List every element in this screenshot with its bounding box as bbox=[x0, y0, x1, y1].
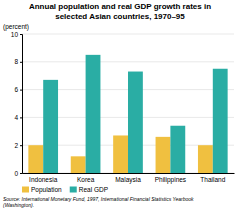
bar bbox=[86, 55, 101, 173]
legend-label: Population bbox=[31, 186, 62, 194]
y-tick-mark bbox=[20, 117, 22, 118]
bar bbox=[28, 145, 43, 173]
legend-swatch bbox=[22, 187, 29, 193]
bar bbox=[71, 156, 86, 173]
text-line: selected Asian countries, 1970–95 bbox=[55, 12, 185, 21]
bar bbox=[213, 69, 228, 173]
y-tick: 10 bbox=[11, 31, 22, 38]
y-tick: 2 bbox=[14, 142, 22, 149]
y-tick-label: 6 bbox=[14, 86, 18, 93]
bar bbox=[113, 135, 128, 173]
y-tick-mark bbox=[20, 173, 22, 174]
x-tick: Korea bbox=[77, 173, 95, 183]
chart: Annual population and real GDP growth ra… bbox=[0, 0, 240, 210]
bar bbox=[198, 145, 213, 173]
bar bbox=[170, 126, 185, 173]
bar-series bbox=[43, 55, 227, 173]
x-tick-label: Korea bbox=[77, 176, 95, 183]
y-axis-title: (percent) bbox=[3, 23, 29, 31]
source: Source: International Monetary Fund, 199… bbox=[3, 196, 194, 208]
x-axis-line bbox=[23, 173, 235, 174]
x-tick-label: Indonesia bbox=[29, 176, 58, 183]
grid-line bbox=[22, 61, 234, 62]
y-tick-label: 8 bbox=[14, 58, 18, 65]
x-tick-label: Thailand bbox=[200, 176, 225, 183]
y-tick-mark bbox=[20, 34, 22, 35]
y-axis: 0 2 4 6 8 10 bbox=[11, 31, 23, 177]
title: Annual population and real GDP growth ra… bbox=[29, 2, 211, 21]
y-tick: 8 bbox=[14, 58, 22, 65]
x-axis: Indonesia Korea Malaysia Philippines Thailan… bbox=[23, 173, 235, 184]
legend: Population Real GDP bbox=[22, 186, 108, 194]
grid-line bbox=[22, 34, 234, 35]
x-tick: Indonesia bbox=[29, 173, 58, 183]
y-tick: 4 bbox=[14, 114, 22, 121]
y-tick-mark bbox=[20, 62, 22, 63]
bar bbox=[156, 137, 171, 173]
y-tick: 6 bbox=[14, 86, 22, 93]
y-tick-label: 4 bbox=[14, 114, 18, 121]
y-tick-mark bbox=[20, 90, 22, 91]
y-tick: 0 bbox=[14, 170, 22, 177]
x-tick: Malaysia bbox=[115, 173, 141, 184]
y-tick-label: 0 bbox=[14, 170, 18, 177]
y-tick-label: 2 bbox=[14, 142, 18, 149]
x-tick-label: Malaysia bbox=[115, 176, 141, 184]
grid bbox=[22, 34, 234, 173]
bar bbox=[128, 72, 143, 173]
y-tick-mark bbox=[20, 145, 22, 146]
legend-swatch bbox=[70, 187, 77, 193]
y-tick-label: 10 bbox=[11, 31, 19, 38]
x-tick: Philippines bbox=[155, 173, 187, 184]
x-tick: Thailand bbox=[200, 173, 225, 183]
text-line: Annual population and real GDP growth ra… bbox=[29, 2, 211, 11]
bars bbox=[28, 55, 227, 173]
bar bbox=[43, 80, 58, 173]
x-tick-label: Philippines bbox=[155, 176, 187, 184]
plot: 0 2 4 6 8 10 Indonesia Korea Malaysia Philippines… bbox=[11, 31, 235, 184]
legend-label: Real GDP bbox=[79, 186, 108, 193]
y-axis-line bbox=[20, 35, 23, 174]
text-line: (Washington). bbox=[3, 202, 34, 208]
